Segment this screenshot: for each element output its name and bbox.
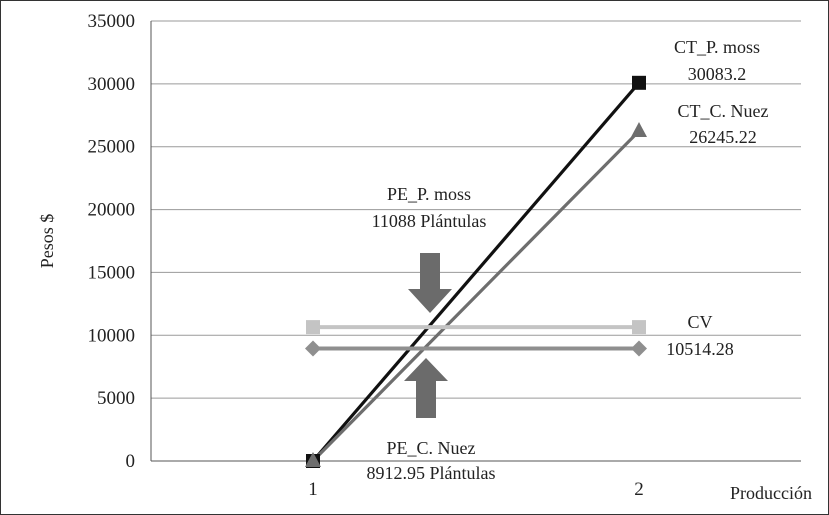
- y-tick-label: 10000: [88, 325, 136, 346]
- marker-cv_pmoss: [632, 320, 646, 335]
- annotation-pe-pmoss: PE_P. moss: [387, 184, 471, 204]
- x-tick-label: 2: [634, 479, 644, 500]
- grid-lines: [150, 20, 801, 462]
- marker-ct_cnuez: [305, 452, 321, 467]
- y-tick-label: 35000: [88, 11, 136, 32]
- arrows: [404, 253, 452, 418]
- y-tick-label: 30000: [88, 74, 136, 95]
- x-tick-label: 1: [308, 479, 318, 500]
- arrow-up: [404, 358, 448, 418]
- marker-cv_pmoss: [306, 320, 320, 335]
- marker-cv_cnuez: [305, 340, 321, 357]
- series-line-ct_cnuez: [311, 129, 641, 463]
- y-tick-label: 5000: [97, 388, 135, 409]
- series-markers: [305, 75, 647, 468]
- annotation-cv: CV: [687, 312, 712, 332]
- arrow-down: [408, 253, 452, 313]
- annotations: CT_P. moss 30083.2 CT_C. Nuez 26245.22 PE_P.…: [367, 37, 769, 483]
- marker-cv_cnuez: [631, 340, 647, 357]
- annotation-pe-cnuez: PE_C. Nuez: [387, 438, 476, 458]
- series-lines: [311, 81, 641, 463]
- annotation-ct-cnuez: 26245.22: [689, 127, 757, 147]
- y-tick-label: 0: [126, 451, 136, 472]
- annotation-ct-cnuez: CT_C. Nuez: [678, 101, 769, 121]
- annotation-ct-pmoss: CT_P. moss: [674, 37, 760, 57]
- y-tick-label: 25000: [88, 137, 136, 158]
- y-tick-label: 20000: [88, 200, 136, 221]
- annotation-pe-cnuez: 8912.95 Plántulas: [367, 463, 496, 483]
- series-line-ct_pmoss: [311, 81, 641, 463]
- annotation-cv: 10514.28: [666, 339, 734, 359]
- annotation-ct-pmoss: 30083.2: [688, 64, 747, 84]
- marker-ct_pmoss: [632, 75, 646, 90]
- x-axis-title: Producción: [730, 483, 812, 503]
- marker-ct_cnuez: [631, 122, 647, 138]
- y-tick-label: 15000: [88, 262, 136, 283]
- y-axis-title: Pesos $: [37, 214, 57, 269]
- y-tick-labels: 0 5000 10000 15000 20000 25000 30000 35000: [88, 11, 136, 472]
- annotation-pe-pmoss: 11088 Plántulas: [372, 211, 487, 231]
